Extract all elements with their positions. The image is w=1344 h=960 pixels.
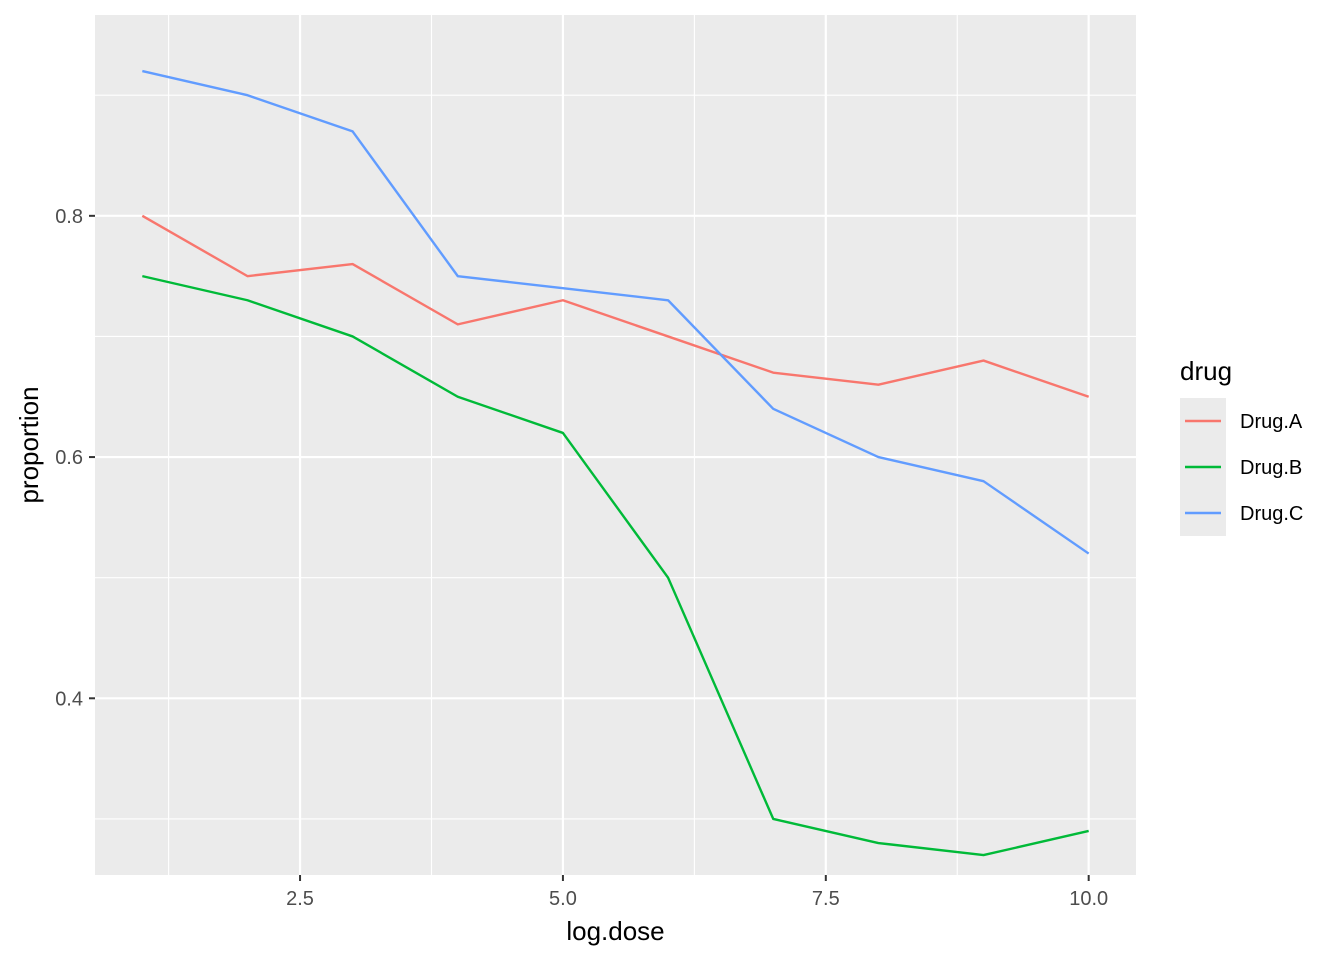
y-axis: 0.4 0.6 0.8	[55, 206, 95, 710]
series-lines	[141, 69, 1090, 857]
legend: drug Drug.A Drug.B Drug.C	[1180, 356, 1303, 536]
minor-gridlines	[95, 15, 1136, 875]
x-axis-title: log.dose	[566, 916, 664, 946]
legend-entries: Drug.A Drug.B Drug.C	[1185, 411, 1303, 525]
panel-background	[95, 15, 1136, 875]
y-axis-title: proportion	[14, 386, 44, 503]
y-tick-label: 0.4	[55, 688, 83, 710]
x-tick-label: 2.5	[286, 888, 314, 910]
legend-label: Drug.A	[1240, 411, 1303, 433]
x-axis: 2.5 5.0 7.5 10.0	[286, 875, 1108, 910]
y-tick-label: 0.6	[55, 447, 83, 469]
legend-title: drug	[1180, 356, 1232, 386]
series-line-drug-a	[141, 214, 1090, 398]
legend-label: Drug.B	[1240, 457, 1302, 479]
series-line-drug-c	[142, 69, 1090, 555]
y-tick-label: 0.8	[55, 206, 83, 228]
series-line-drug-b	[142, 274, 1089, 857]
x-tick-label: 5.0	[549, 888, 577, 910]
x-tick-label: 7.5	[812, 888, 840, 910]
legend-label: Drug.C	[1240, 503, 1303, 525]
major-gridlines	[95, 15, 1136, 875]
x-tick-label: 10.0	[1069, 888, 1108, 910]
